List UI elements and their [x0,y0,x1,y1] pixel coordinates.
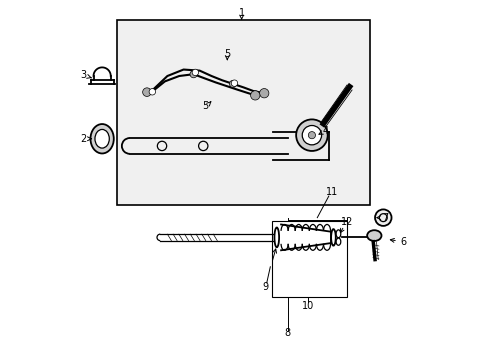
Circle shape [229,80,236,87]
Text: 3: 3 [81,70,87,80]
Text: 6: 6 [399,237,405,247]
Ellipse shape [335,230,340,238]
Text: 2: 2 [81,134,87,144]
Text: 12: 12 [341,217,353,227]
Ellipse shape [274,228,279,247]
Circle shape [192,69,198,76]
Circle shape [250,91,260,100]
FancyBboxPatch shape [117,21,369,205]
Circle shape [142,88,151,96]
Text: 10: 10 [301,301,313,311]
Circle shape [149,89,155,95]
Ellipse shape [95,130,109,148]
Text: 9: 9 [262,282,268,292]
Circle shape [296,120,327,151]
Ellipse shape [366,230,381,241]
Text: 1: 1 [238,8,244,18]
Ellipse shape [335,238,340,245]
Text: 8: 8 [284,328,290,338]
Circle shape [259,89,268,98]
Text: 5: 5 [224,49,230,59]
Circle shape [231,80,237,86]
Circle shape [308,132,315,139]
Ellipse shape [330,229,335,246]
Text: 11: 11 [325,187,338,197]
Text: 4: 4 [322,126,328,135]
Circle shape [190,71,197,78]
Text: 7: 7 [381,213,387,222]
Circle shape [374,210,391,226]
Ellipse shape [90,124,114,153]
Text: 5: 5 [202,102,208,112]
Circle shape [302,126,321,145]
